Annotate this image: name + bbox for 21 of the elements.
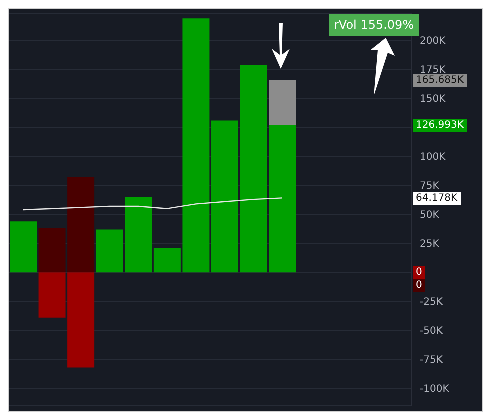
y-tick-label: 200K <box>420 36 446 48</box>
y-tick-label: 50K <box>420 210 440 222</box>
text: 0 <box>413 266 426 280</box>
text: 64.178K <box>413 192 461 205</box>
y-tick-label: 175K <box>420 65 446 76</box>
y-tick-label: -75K <box>420 355 444 366</box>
y-tick-label: 75K <box>420 181 440 192</box>
y-tick-label: -100K <box>420 384 450 396</box>
y-tick-label: 25K <box>420 239 440 250</box>
text: 165.685K <box>413 74 467 87</box>
annotation: rVol 155.09% <box>329 14 420 36</box>
bar <box>10 222 37 273</box>
y-tick-label: 100K <box>420 152 446 164</box>
text: 0 <box>413 279 426 292</box>
y-tick-label: 150K <box>420 94 446 106</box>
bar <box>212 120 238 273</box>
bar <box>269 80 296 126</box>
y-tick-label: -50K <box>420 326 444 338</box>
line-series <box>22 198 284 211</box>
y-tick-label: -25K <box>420 297 444 308</box>
text: 126.993K <box>413 118 467 132</box>
